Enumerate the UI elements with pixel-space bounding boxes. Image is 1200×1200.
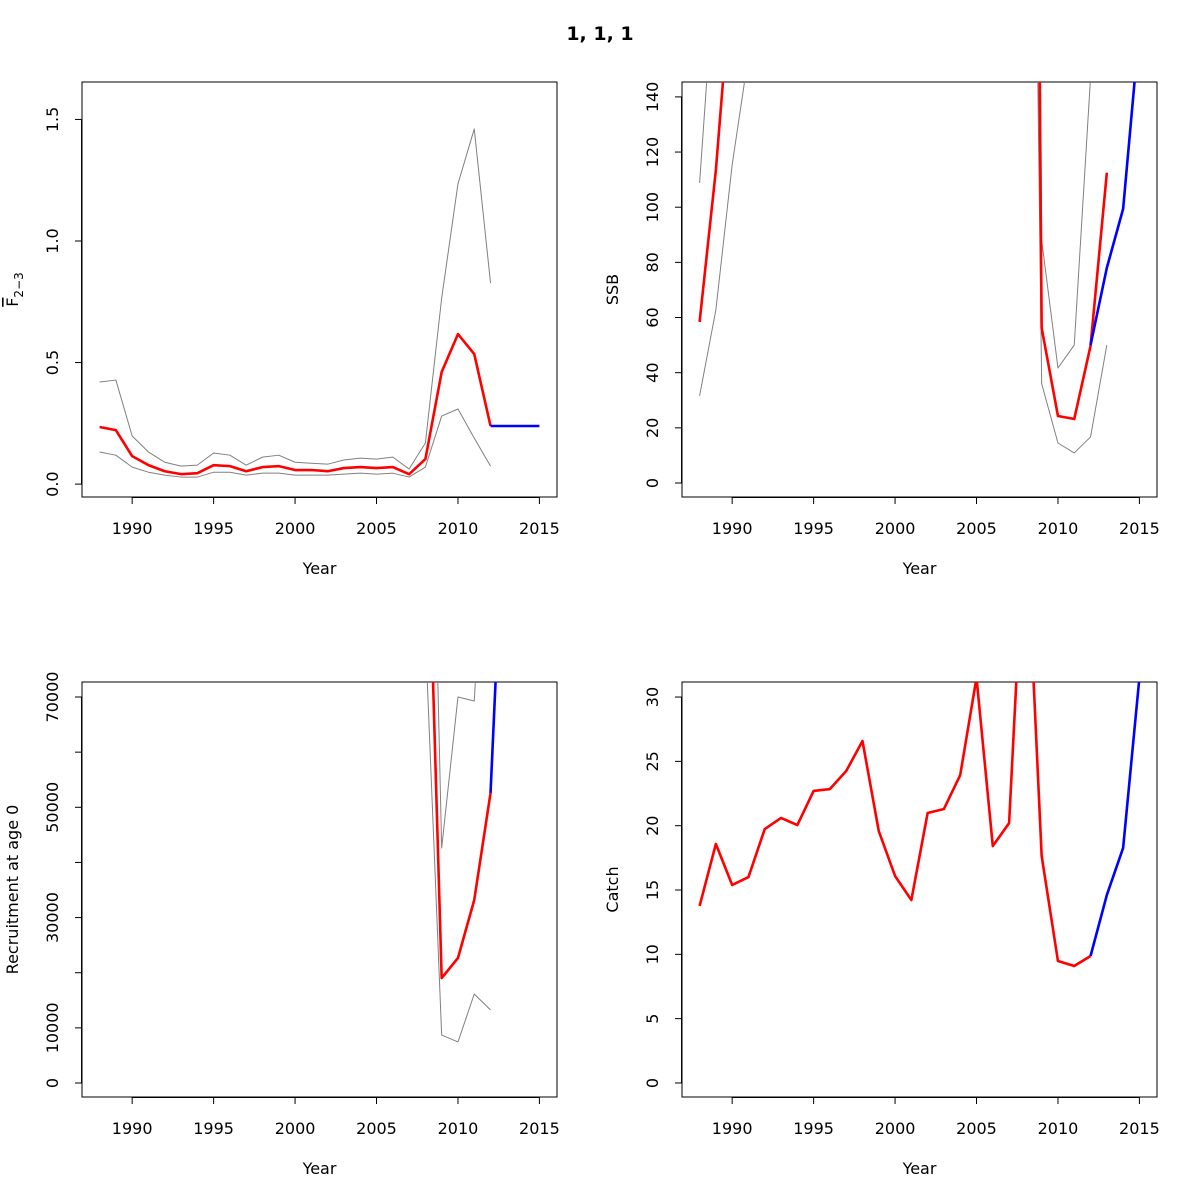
x-tick-label: 1995 [793,519,834,538]
y-tick-label: 30000 [43,892,62,943]
x-axis-label: Year [302,1159,337,1178]
series-group [99,128,540,478]
y-tick-label: 100 [643,192,662,223]
series-group [698,682,1141,968]
x-tick-label: 1995 [193,519,234,538]
y-tick-label: 140 [643,82,662,113]
panel: 1990 1995 2000 2005 2010 2015 0 20 40 60 80 100 120 1… [603,81,1160,578]
series-line [431,682,492,980]
x-tick-label: 1990 [112,519,153,538]
y-tick-label: 15 [643,880,662,900]
y-tick-label: 70000 [43,672,62,723]
y-tick-label: 30 [643,687,662,707]
x-tick-label: 2000 [275,1119,316,1138]
y-tick-label: 1.5 [43,107,62,132]
panel: 1990 1995 2000 2005 2010 2015 0.0 0.5 1.0 1.5 Year… [3,81,560,578]
x-tick-label: 2010 [1038,1119,1079,1138]
x-tick-label: 2000 [875,519,916,538]
y-tick-label: 1.0 [43,228,62,253]
x-tick-label: 2015 [1119,519,1160,538]
series-line [489,682,497,794]
y-tick-label: 60 [643,307,662,327]
y-axis-label: SSB [603,274,622,305]
series-line [698,82,1109,421]
y-tick-label: 5 [643,1014,662,1024]
x-tick-label: 1995 [793,1119,834,1138]
y-tick-label: 0 [643,478,662,488]
x-tick-label: 2015 [1119,1119,1160,1138]
y-axis-label-main: Recruitment at age 0 [3,805,22,975]
y-tick-label: 10 [643,944,662,964]
y-axis-label-subscript: 2−3 [12,272,26,297]
x-axis-label: Year [902,559,937,578]
plot-box [681,681,1158,1098]
y-tick-label: 0 [643,1078,662,1088]
y-axis-label-main: Catch [603,866,622,912]
series-line [99,408,491,478]
series-group [698,82,1136,454]
y-tick-label: 25 [643,751,662,771]
y-axis-label-main: F [3,298,22,307]
y-tick-label: 40 [643,362,662,382]
x-tick-label: 2005 [956,519,997,538]
series-line [698,682,1092,968]
x-tick-label: 2010 [438,519,479,538]
y-tick-label: 0 [43,1078,62,1088]
x-tick-label: 1990 [712,1119,753,1138]
x-tick-label: 2010 [1038,519,1079,538]
x-tick-label: 2015 [519,1119,560,1138]
panel: 1990 1995 2000 2005 2010 2015 0 10000 30000 50000… [3,672,560,1178]
series-line [426,682,491,1043]
y-tick-label: 120 [643,137,662,168]
x-tick-label: 2005 [956,1119,997,1138]
x-axis-label: Year [902,1159,937,1178]
series-line [99,128,492,470]
y-axis-label: F2−3 [3,272,26,307]
plot-box [81,681,558,1098]
series-line [99,332,492,476]
panel: 1990 1995 2000 2005 2010 2015 0 5 10 15 20 25 30 Year… [603,681,1160,1178]
x-tick-label: 2000 [875,1119,916,1138]
y-tick-label: 10000 [43,1002,62,1053]
x-tick-label: 1990 [112,1119,153,1138]
series-line [1089,682,1141,957]
figure-title: 1, 1, 1 [566,23,633,45]
x-tick-label: 1990 [712,519,753,538]
y-tick-label: 80 [643,252,662,272]
y-axis-label: Recruitment at age 0 [3,805,22,975]
x-tick-label: 2000 [275,519,316,538]
y-tick-label: 20 [643,418,662,438]
series-line [1089,82,1136,346]
series-line [699,82,1091,369]
x-tick-label: 2015 [519,519,560,538]
y-axis-label-main: SSB [603,274,622,305]
plot-box [681,81,1158,498]
y-axis-label: Catch [603,866,622,912]
y-tick-label: 0.0 [43,471,62,496]
x-tick-label: 2010 [438,1119,479,1138]
y-tick-label: 0.5 [43,350,62,375]
x-axis-label: Year [302,559,337,578]
y-tick-label: 50000 [43,782,62,833]
x-tick-label: 1995 [193,1119,234,1138]
x-tick-label: 2005 [356,1119,397,1138]
series-line [699,82,1108,454]
plot-box [81,81,558,498]
x-tick-label: 2005 [356,519,397,538]
y-tick-label: 20 [643,816,662,836]
